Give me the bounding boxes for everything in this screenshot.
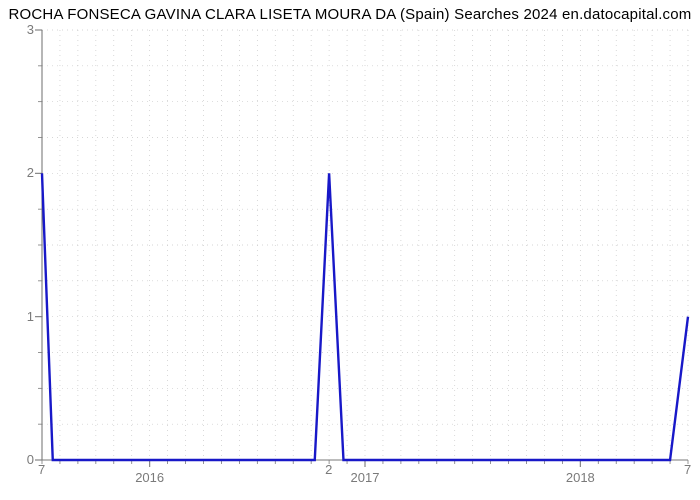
data-point-label: 7 [684, 462, 691, 477]
x-tick-label: 2017 [351, 470, 380, 485]
x-tick-label: 2018 [566, 470, 595, 485]
y-tick-label: 1 [14, 309, 34, 324]
chart-title: ROCHA FONSECA GAVINA CLARA LISETA MOURA … [0, 6, 700, 23]
data-point-label: 7 [38, 462, 45, 477]
y-tick-label: 2 [14, 165, 34, 180]
chart-container: ROCHA FONSECA GAVINA CLARA LISETA MOURA … [0, 0, 700, 500]
x-tick-label: 2016 [135, 470, 164, 485]
series-line [42, 173, 688, 460]
plot-area: 0123201620172018727 [42, 30, 688, 460]
data-point-label: 2 [325, 462, 332, 477]
y-tick-label: 3 [14, 22, 34, 37]
y-tick-label: 0 [14, 452, 34, 467]
